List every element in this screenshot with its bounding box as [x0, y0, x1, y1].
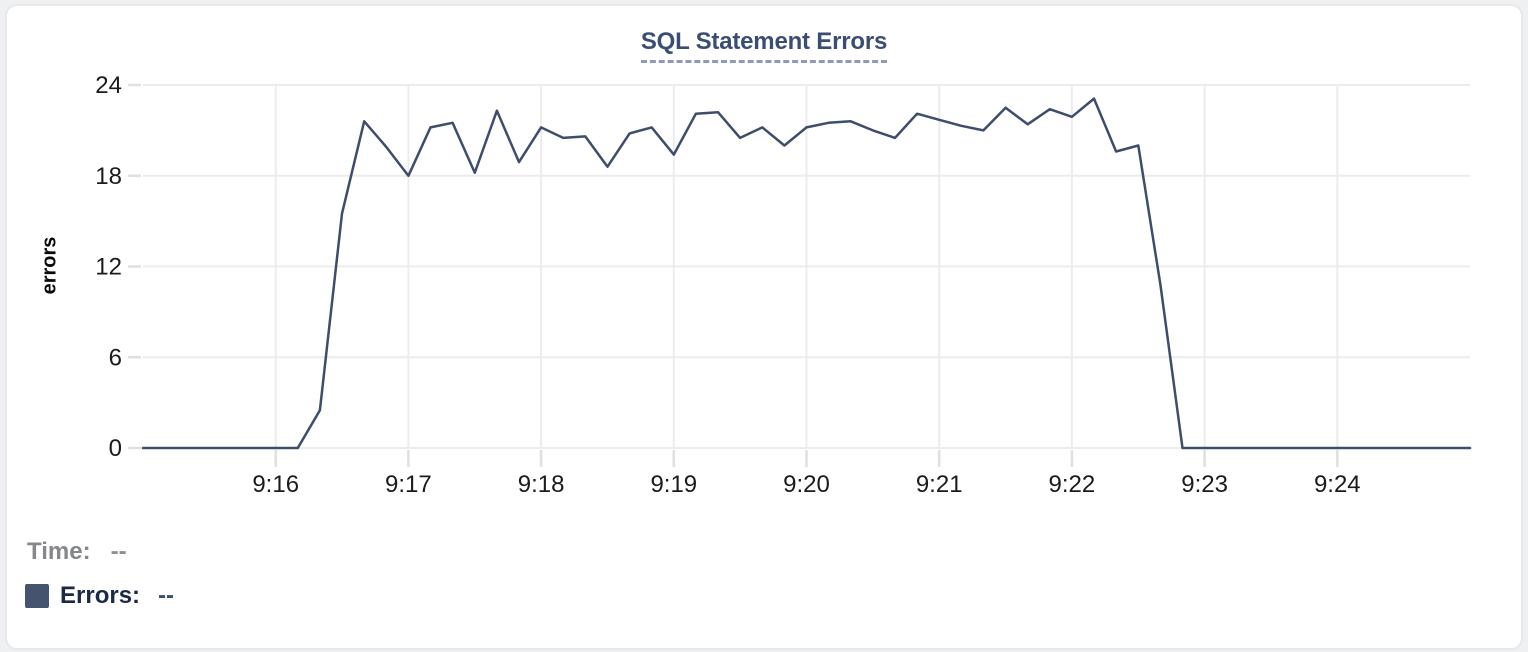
time-label: Time: [27, 538, 91, 565]
errors-label: Errors: [60, 582, 141, 609]
y-tick-label: 0 [109, 435, 122, 462]
errors-series-line [141, 97, 1472, 450]
time-value: -- [110, 538, 127, 565]
chart-title-link[interactable]: SQL Statement Errors [640, 28, 887, 63]
y-tick-label: 24 [95, 72, 122, 99]
tooltip-time-row: Time: -- [27, 538, 127, 566]
x-tick-label: 9:23 [1181, 471, 1228, 498]
x-tick-label: 9:18 [518, 471, 565, 498]
errors-line-chart[interactable]: 0 6 12 18 24 9:16 9:17 9:18 9:19 9:20 9:21 9:22 9:23… [0, 0, 1528, 510]
x-tick-label: 9:19 [650, 471, 697, 498]
y-tick-label: 12 [95, 254, 122, 281]
errors-series-swatch-icon [25, 584, 49, 608]
x-tick-label: 9:22 [1049, 471, 1096, 498]
x-tick-label: 9:20 [783, 471, 830, 498]
x-tick-label: 9:24 [1314, 471, 1361, 498]
x-tick-label: 9:17 [385, 471, 432, 498]
y-tick-label: 6 [109, 344, 122, 371]
chart-title-row: SQL Statement Errors [0, 28, 1528, 63]
errors-value: -- [158, 582, 175, 609]
tooltip-errors-row: Errors: -- [25, 582, 174, 610]
x-tick-label: 9:16 [252, 471, 299, 498]
x-tick-label: 9:21 [916, 471, 963, 498]
chart-card [5, 4, 1523, 650]
y-tick-label: 18 [95, 163, 122, 190]
